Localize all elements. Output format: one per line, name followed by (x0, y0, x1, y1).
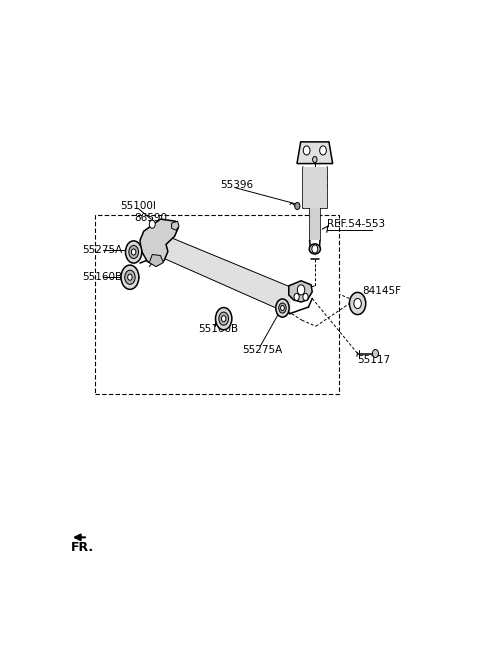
Ellipse shape (309, 244, 321, 254)
Circle shape (125, 241, 142, 263)
Circle shape (276, 299, 289, 317)
Text: 55160B: 55160B (198, 324, 239, 335)
Circle shape (219, 312, 228, 325)
Circle shape (216, 308, 232, 330)
Text: 55160B: 55160B (83, 272, 122, 282)
Text: 55275A: 55275A (83, 245, 122, 255)
Circle shape (125, 270, 135, 284)
Bar (96, 215, 339, 394)
Polygon shape (149, 255, 163, 266)
Circle shape (281, 306, 284, 310)
Circle shape (349, 293, 366, 315)
Circle shape (129, 245, 139, 258)
Circle shape (279, 303, 286, 313)
Polygon shape (297, 142, 333, 163)
Circle shape (294, 293, 299, 300)
Text: 55117: 55117 (358, 355, 391, 365)
Circle shape (149, 220, 155, 228)
Circle shape (312, 245, 318, 253)
Circle shape (372, 350, 378, 358)
Polygon shape (158, 236, 292, 314)
Circle shape (128, 274, 132, 280)
Circle shape (303, 146, 310, 155)
Circle shape (132, 249, 136, 255)
Circle shape (221, 316, 226, 321)
Circle shape (297, 285, 305, 295)
Text: REF.54-553: REF.54-553 (327, 218, 385, 229)
Circle shape (354, 298, 361, 308)
Circle shape (320, 146, 326, 155)
Text: 86590: 86590 (134, 213, 168, 222)
Circle shape (121, 265, 139, 289)
Bar (310, 207, 320, 240)
Polygon shape (172, 221, 179, 230)
Polygon shape (289, 281, 312, 302)
Circle shape (303, 293, 308, 300)
Circle shape (295, 203, 300, 209)
Bar (303, 167, 327, 207)
Text: 84145F: 84145F (362, 286, 401, 296)
Polygon shape (140, 219, 178, 266)
Text: 55100I: 55100I (120, 201, 156, 211)
Text: 55396: 55396 (220, 180, 253, 190)
Circle shape (312, 157, 317, 163)
Text: FR.: FR. (71, 541, 94, 554)
Text: 55275A: 55275A (242, 346, 283, 356)
